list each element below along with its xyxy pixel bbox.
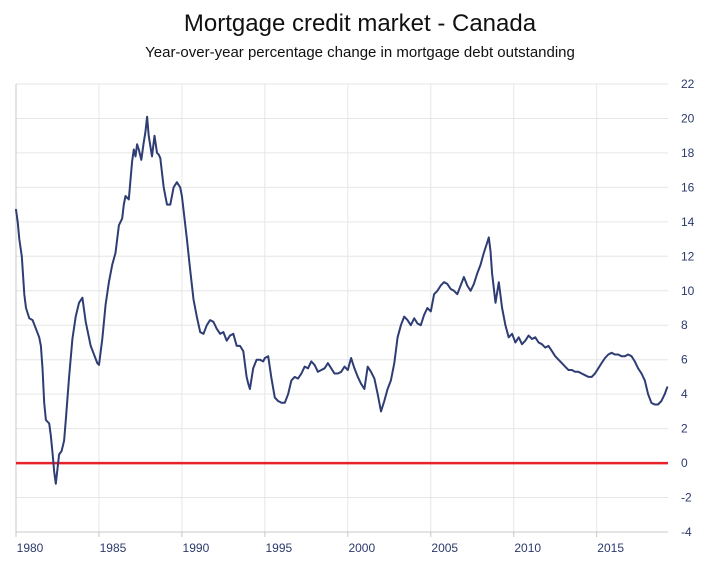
chart-title: Mortgage credit market - Canada	[183, 10, 537, 37]
x-tick-label: 1990	[183, 541, 210, 555]
y-tick-label: 8	[681, 318, 688, 332]
y-tick-label: -2	[681, 491, 692, 505]
y-tick-label: 22	[681, 77, 695, 91]
x-tick-label: 1985	[100, 541, 127, 555]
y-tick-label: 20	[681, 111, 695, 125]
x-tick-label: 2000	[348, 541, 375, 555]
y-tick-label: 12	[681, 249, 695, 263]
x-tick-label: 1995	[266, 541, 293, 555]
x-tick-label: 1980	[17, 541, 44, 555]
series-line-0	[15, 115, 669, 485]
y-tick-label: 6	[681, 353, 688, 367]
grid	[15, 83, 668, 533]
y-tick-label: 10	[681, 284, 695, 298]
x-tick-label: 2010	[514, 541, 541, 555]
y-tick-label: 14	[681, 215, 695, 229]
y-tick-label: 18	[681, 146, 695, 160]
tick-labels: -4 -2 0 2 4 6 8 10 12 14 16 18 20 22 1980 1985 1990 1995 2…	[17, 77, 695, 555]
x-tick-label: 2015	[597, 541, 624, 555]
y-tick-label: 0	[681, 456, 688, 470]
y-tick-label: 16	[681, 180, 695, 194]
chart-subtitle: Year-over-year percentage change in mort…	[145, 44, 575, 61]
y-tick-label: -4	[681, 525, 692, 539]
y-tick-label: 4	[681, 387, 688, 401]
x-tick-label: 2005	[431, 541, 458, 555]
axes	[15, 84, 668, 537]
series-layer	[15, 115, 669, 485]
y-tick-label: 2	[681, 422, 688, 436]
